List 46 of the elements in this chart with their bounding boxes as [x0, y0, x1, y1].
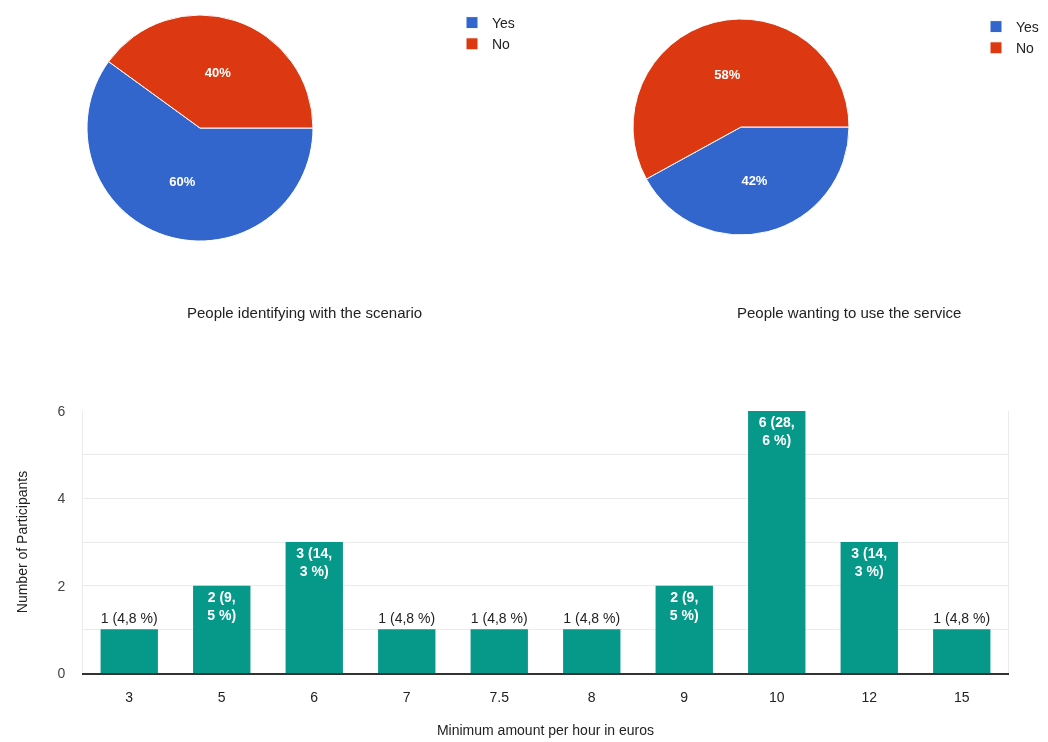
legend-label: No [492, 36, 511, 53]
legend-label: No [1016, 40, 1035, 57]
y-tick-label: 0 [57, 664, 66, 681]
data-label: 1 (4,8 %) [563, 610, 621, 627]
data-label: 58% [714, 67, 741, 83]
data-label: 1 (4,8 %) [378, 610, 436, 627]
data-label: 1 (4,8 %) [933, 610, 991, 627]
y-axis-title: Number of Participants [14, 470, 30, 614]
x-tick-label: 7.5 [489, 688, 510, 705]
data-label: 60% [169, 174, 196, 190]
data-label: 40% [204, 65, 232, 81]
x-axis-title: Minimum amount per hour in euros [436, 722, 655, 739]
text: People wanting to use the service [737, 304, 962, 321]
bar [285, 542, 343, 673]
data-label: 1 (4,8 %) [100, 610, 158, 627]
x-tick-label: 15 [953, 688, 970, 705]
data-label: 6 (28,6 %) [758, 414, 795, 449]
x-tick-label: 12 [861, 688, 878, 705]
bar [655, 585, 713, 673]
data-label: 3 (14,3 %) [296, 545, 333, 580]
text: People identifying with the scenario [187, 304, 423, 321]
legend-label: Yes [492, 15, 515, 32]
legend-label: Yes [1016, 19, 1039, 36]
x-tick-label: 9 [680, 688, 689, 705]
x-tick-label: 7 [402, 688, 411, 705]
data-label: 1 (4,8 %) [470, 610, 528, 627]
bar [100, 629, 158, 673]
x-tick-label: 5 [217, 688, 226, 705]
y-tick-label: 4 [57, 490, 66, 507]
bar [840, 542, 898, 673]
bar [933, 629, 991, 673]
bar [193, 585, 251, 673]
x-tick-label: 10 [768, 688, 785, 705]
y-tick-label: 2 [57, 577, 66, 594]
data-label: 2 (9,5 %) [207, 588, 237, 623]
bar [563, 629, 621, 673]
data-label: 42% [741, 172, 768, 188]
data-label: 2 (9,5 %) [669, 588, 699, 623]
bar [748, 411, 806, 673]
data-label: 3 (14,3 %) [851, 545, 888, 580]
x-tick-label: 6 [310, 688, 319, 705]
x-tick-label: 3 [125, 688, 134, 705]
x-tick-label: 8 [587, 688, 596, 705]
bar [470, 629, 528, 673]
bar [378, 629, 436, 673]
y-tick-label: 6 [57, 402, 66, 419]
